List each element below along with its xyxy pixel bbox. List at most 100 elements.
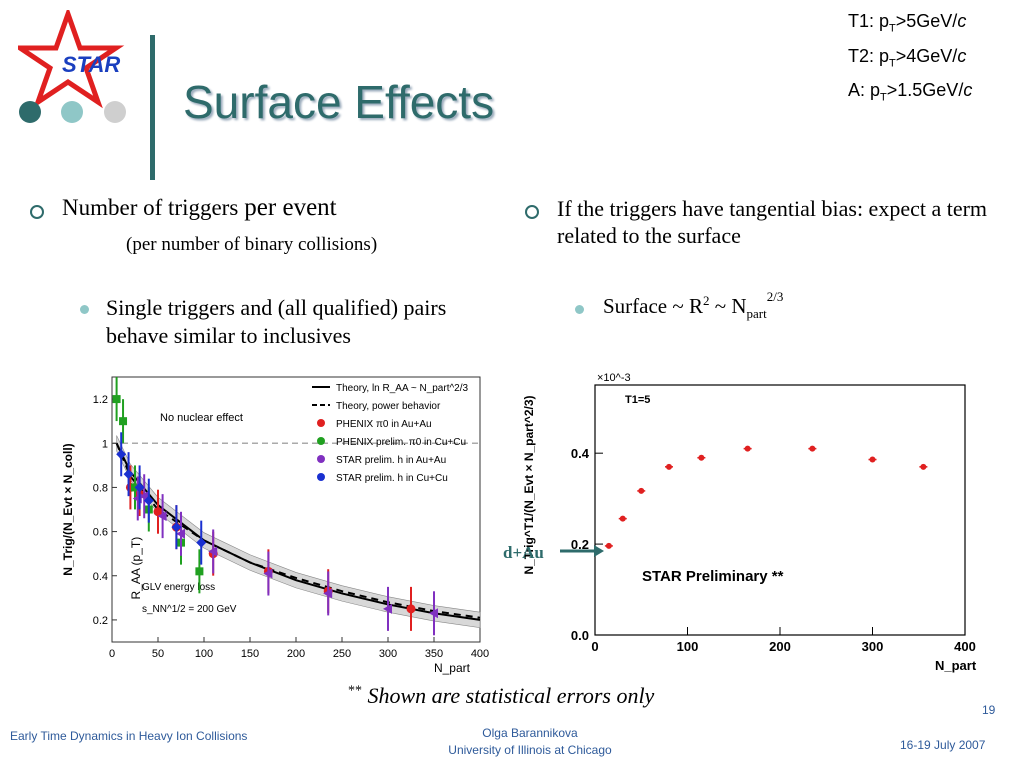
data-point: [638, 487, 645, 494]
trigger-sub: T: [889, 57, 896, 70]
sub-bullet-icon: [80, 305, 89, 314]
trigger-c: c: [957, 45, 967, 66]
y-tick-label: 0.2: [93, 615, 108, 627]
data-point: [920, 463, 927, 470]
legend-entry: Theory, ln R_AA ~ N_part^2/3: [336, 383, 469, 394]
data-point: [134, 482, 145, 493]
x-tick-label: 0: [591, 639, 598, 654]
trigger-label: T2:: [848, 45, 880, 66]
data-point: [323, 588, 333, 599]
trigger-sub: T: [880, 91, 887, 104]
raa-chart-svg: 0 50 100 150 200 250 300 350 400 0.2 0.4 0.6 0.8 1 1.2…: [61, 376, 489, 675]
dot-light-icon: [61, 101, 83, 123]
data-point: [744, 445, 751, 452]
star-shape-icon: [11, 6, 125, 109]
inner-label: T1=5: [625, 394, 650, 406]
trigger-label: A:: [848, 80, 871, 101]
trigger-p: p: [879, 45, 890, 66]
trigger-p: p: [870, 80, 881, 101]
trigger-rest: >4GeV/: [895, 45, 958, 66]
x-axis-label: N_part: [935, 658, 977, 673]
bullet-icon: [30, 205, 44, 219]
legend-entry: STAR prelim. h in Cu+Cu: [336, 473, 448, 484]
y-tick-label: 1: [102, 438, 108, 450]
note-text: Shown are statistical errors only: [367, 683, 655, 708]
y-tick-label: 0.2: [571, 537, 589, 552]
x-tick-label: 200: [769, 639, 791, 654]
trigger-def-1: T1: pT>5GeV/c: [848, 8, 1023, 43]
footer-left: Early Time Dynamics in Heavy Ion Collisi…: [10, 729, 248, 743]
trigger-p: p: [879, 11, 890, 31]
data-point: [157, 511, 167, 522]
data-point: [195, 567, 204, 576]
x-tick-label: 350: [425, 648, 443, 660]
footer-center-affil: University of Illinois at Chicago: [448, 743, 612, 757]
x-tick-label: 300: [379, 648, 397, 660]
bullet-icon: [525, 205, 539, 219]
left-sub-bullet: Single triggers and (all qualified) pair…: [106, 295, 447, 348]
left-bullet-a: Number of triggers: [62, 195, 239, 220]
data-point: [698, 454, 705, 461]
x-axis-label: N_part: [434, 661, 471, 675]
legend-entry: PHENIX prelim. π0 in Cu+Cu: [336, 437, 466, 448]
y-tick-label: 0.0: [571, 628, 589, 643]
data-point: [666, 463, 672, 470]
trigger-def-3: A: pT>1.5GeV/c: [848, 77, 1023, 112]
scale-note: ×10^-3: [597, 372, 631, 384]
data-point: [619, 515, 626, 522]
trigger-def-2: T2: pT>4GeV/c: [848, 43, 1023, 78]
y-tick-label: 1.2: [93, 394, 108, 406]
right-bullet-text: If the triggers have tangential bias: ex…: [557, 196, 988, 248]
trigger-label: T1:: [848, 11, 880, 31]
star-logo: STAR: [11, 6, 148, 130]
x-tick-label: 50: [152, 648, 164, 660]
page-number: 19: [982, 703, 996, 717]
logo-text: STAR: [62, 52, 120, 77]
y-axis-label: R_AA (p_T): [129, 537, 143, 600]
legend-entry: PHENIX π0 in Au+Au: [336, 419, 432, 430]
trigger-rest: >1.5GeV/: [886, 80, 964, 101]
legend-marker: [317, 455, 325, 463]
data-point: [119, 417, 128, 426]
x-tick-label: 300: [862, 639, 884, 654]
x-tick-label: 400: [471, 648, 489, 660]
data-point: [116, 449, 127, 460]
plot-frame: [594, 384, 966, 636]
x-tick-label: 100: [195, 648, 213, 660]
trigger-rest: >5GeV/: [895, 11, 958, 31]
y-tick-label: 0.4: [93, 571, 108, 583]
sub-bullet-icon: [575, 305, 584, 314]
surface-sub: part: [746, 306, 767, 322]
surface-chart: 0 100 200 300 400 0.0 0.2 0.4 ×10^-3 T1=5 STAR Pre…: [515, 365, 985, 685]
surface-sup2: 2/3: [766, 289, 784, 304]
footer-date: 16-19 July 2007: [900, 738, 986, 752]
x-tick-label: 200: [287, 648, 305, 660]
annotation: s_NN^1/2 = 200 GeV: [142, 604, 237, 615]
y-tick-label: 0.4: [571, 446, 590, 461]
data-point: [809, 445, 816, 452]
dau-label: d+Au: [503, 543, 544, 562]
right-sub-bullet: Surface ~ R2 ~ Npart 2/3: [603, 289, 783, 322]
data-point: [429, 608, 438, 619]
y-tick-label: 0.6: [93, 527, 108, 539]
legend-marker: [317, 419, 325, 427]
data-point: [143, 495, 154, 506]
y-axis-label: N_Trig^T1/(N_Evt × N_part^2/3): [522, 395, 536, 574]
left-sub-note: (per number of binary collisions): [126, 234, 378, 255]
raa-chart: 0 50 100 150 200 250 300 350 400 0.2 0.4 0.6 0.8 1 1.2…: [61, 355, 492, 680]
surface-chart-svg: 0 100 200 300 400 0.0 0.2 0.4 ×10^-3 T1=5 STAR Pre…: [522, 372, 977, 673]
preliminary-annotation: STAR Preliminary **: [642, 568, 784, 585]
legend-entry: STAR prelim. h in Au+Au: [336, 455, 446, 466]
surface-text-b: ~ N: [709, 294, 747, 318]
surface-text: Surface ~ R: [603, 294, 703, 318]
trigger-sub: T: [889, 22, 896, 35]
dot-gray-icon: [104, 101, 126, 123]
page-title: Surface Effects: [183, 76, 495, 128]
title-divider: [150, 35, 155, 180]
data-point: [176, 528, 185, 539]
x-tick-label: 150: [241, 648, 259, 660]
trigger-c: c: [963, 80, 973, 101]
surface-sup: 2: [703, 293, 710, 308]
legend-marker: [317, 473, 325, 481]
dau-arrow-icon: [560, 543, 605, 564]
